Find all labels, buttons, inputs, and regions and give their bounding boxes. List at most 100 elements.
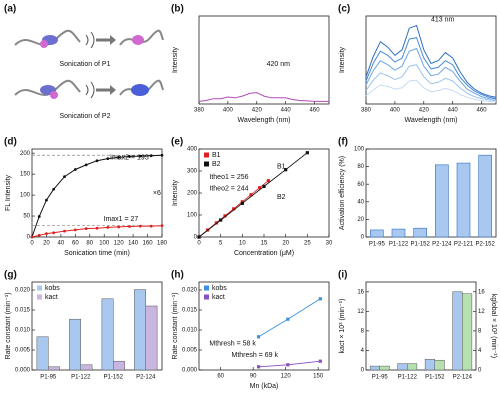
y-tick-label: 200 [20, 151, 31, 157]
plot-frame [31, 148, 163, 238]
schematic: (a) Sonication of P1 Sonication of P2 [4, 4, 164, 120]
legend-label: kobs [45, 285, 60, 292]
annotation: ×6 [153, 190, 161, 197]
y-tick-label: 0.010 [15, 328, 31, 334]
x-tick-label: P1-95 [40, 375, 57, 381]
fit-line [258, 298, 321, 338]
x-tick-label: 460 [477, 108, 488, 114]
x-axis-label: Mn (kDa) [250, 383, 279, 390]
bar [113, 360, 125, 371]
y-axis-label: Intensity [172, 179, 179, 206]
point [305, 151, 309, 155]
x-axis-label: Concentration (μM) [234, 250, 294, 257]
point [117, 155, 121, 159]
point [249, 193, 253, 197]
panel: (b) 380 400 420 440 460 Wavelength (nm) Intensi… [171, 4, 330, 124]
point [84, 163, 88, 167]
x-axis-label: Sonication time (min) [64, 250, 130, 257]
product [131, 84, 149, 96]
panel: (f) 0 20 40 60 80 100 Activation efficiency (%)… [338, 137, 497, 248]
x-tick-label: 380 [361, 108, 372, 114]
panel: (c) 380 400 420 440 460 Wavelength (nm) Intensi… [338, 4, 497, 124]
legend-swatch [204, 285, 209, 291]
point [219, 218, 223, 222]
bar [145, 305, 158, 371]
point [286, 317, 290, 321]
series-line [365, 79, 497, 103]
point [37, 233, 41, 237]
bar [478, 154, 492, 238]
x-tick-label: 80 [86, 241, 93, 247]
y-tick-label: 40 [357, 199, 364, 205]
bar [134, 289, 146, 371]
bar [462, 293, 473, 371]
y-axis-label: Intensity [339, 46, 346, 73]
point [138, 224, 142, 228]
x-tick-label: P1-122 [71, 375, 91, 381]
y-axis-label: Intensity [172, 46, 179, 73]
x-tick-label: 90 [250, 374, 257, 380]
point [138, 154, 142, 158]
annotation: B2 [277, 194, 286, 201]
point [45, 232, 48, 236]
y-tick-label: 0.020 [15, 288, 31, 294]
annotation: Imax1 = 27 [104, 216, 139, 223]
point [240, 201, 244, 205]
y-tick-label: 400 [187, 147, 198, 153]
y-tick-label: 0 [27, 235, 31, 241]
fit-line [258, 360, 321, 368]
point [95, 159, 99, 163]
point [73, 168, 77, 171]
point [284, 168, 288, 172]
y-tick-label: 0 [361, 368, 365, 374]
plot-frame [365, 281, 477, 371]
point [52, 187, 56, 191]
y-axis-label: Activation efficiency (%) [339, 156, 346, 230]
panel: (i) 0 4 8 12 16 0 4 8 12 16 kact × 10³ (min⁻¹) kglob… [338, 270, 497, 381]
plot-frame [365, 15, 497, 105]
legend-swatch [204, 152, 209, 158]
y-tick-label: 0 [194, 235, 198, 241]
point [149, 154, 153, 158]
x-tick-label: 460 [310, 108, 321, 114]
y-tick-label: 0.000 [15, 368, 31, 374]
panel-label: (b) [171, 4, 184, 15]
y-tick-label: 300 [187, 169, 198, 175]
bar [36, 336, 49, 371]
x-tick-label: 60 [217, 374, 224, 380]
legend-label: kact [212, 294, 225, 301]
panel-label: (i) [338, 270, 347, 281]
panel-label: (d) [4, 137, 17, 148]
y-tick-label: 0.015 [15, 308, 31, 314]
annotation: Mthresh = 69 k [232, 352, 279, 359]
point [30, 235, 34, 239]
x-tick-label: 15 [261, 241, 268, 247]
x-tick-label: 60 [72, 241, 79, 247]
mechanophore [40, 40, 48, 48]
y-tick-label: 150 [20, 172, 31, 178]
plot-frame [198, 15, 330, 105]
series-line [365, 64, 497, 102]
point [37, 215, 41, 218]
x-tick-label: 20 [43, 241, 50, 247]
point [318, 297, 322, 301]
y2-tick-label: 12 [478, 309, 485, 315]
point [63, 229, 66, 233]
bar [413, 227, 427, 238]
annotation: Itheo2 = 244 [209, 185, 248, 192]
point [318, 359, 322, 363]
polymer [119, 29, 164, 46]
x-tick-label: P1-152 [410, 242, 430, 248]
x-tick-label: 160 [143, 241, 154, 247]
x-tick-label: 150 [313, 374, 324, 380]
x-tick-label: P2-121 [454, 242, 474, 248]
polymer [119, 79, 164, 96]
point [160, 153, 164, 157]
series-line [365, 24, 497, 98]
plot-frame [198, 281, 330, 371]
x-tick-label: 180 [157, 241, 168, 247]
bar [80, 364, 93, 371]
y-tick-label: 50 [23, 214, 30, 220]
